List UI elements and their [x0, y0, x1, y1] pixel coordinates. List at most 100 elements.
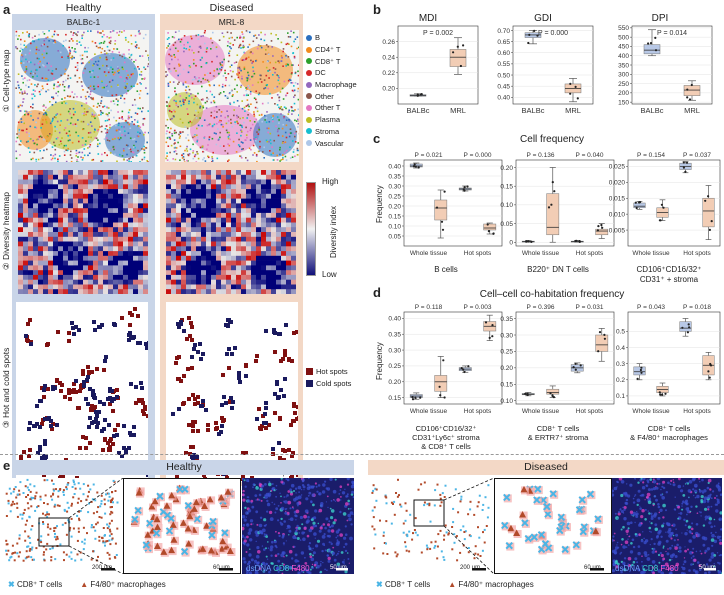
cold-spot	[144, 342, 148, 346]
cell-dot	[28, 61, 30, 63]
cell-dot	[296, 36, 299, 38]
cell-dot	[249, 31, 251, 34]
cell-dot	[19, 144, 22, 146]
heat-cell	[33, 246, 39, 252]
cell-dot	[53, 33, 55, 36]
cell-dot	[95, 63, 98, 66]
legend-swatch	[306, 46, 312, 53]
heat-cell	[133, 246, 139, 252]
heat-cell	[206, 170, 212, 176]
cell-mark	[70, 517, 73, 520]
cell-dot	[278, 96, 280, 99]
cell-dot	[18, 133, 20, 136]
cell-mark	[76, 514, 79, 517]
heat-cell	[33, 255, 39, 261]
heat-cell	[128, 246, 134, 252]
heat-cell	[266, 265, 272, 271]
cell-mark	[43, 559, 46, 562]
heat-cell	[221, 246, 227, 252]
cold-spot	[44, 455, 48, 459]
if-signal	[249, 538, 253, 542]
if-signal	[267, 492, 272, 497]
heat-cell	[33, 279, 39, 285]
data-point	[708, 376, 711, 379]
heat-cell	[196, 217, 202, 223]
cell-dot	[239, 35, 241, 38]
heat-cell	[53, 174, 59, 180]
y-tick-label: 0.05	[500, 221, 513, 228]
hot-spot	[108, 402, 112, 406]
heat-cell	[251, 279, 257, 285]
cell-dot	[112, 57, 115, 59]
heat-cell	[48, 246, 54, 252]
p-value: P = 0.118	[415, 304, 443, 311]
y-tick-label: 0.20	[388, 379, 401, 386]
cell-dot	[177, 105, 179, 108]
cell-dot	[103, 40, 106, 43]
cell-dot	[174, 158, 177, 161]
heat-cell	[196, 274, 202, 280]
cold-spot	[94, 417, 98, 421]
cell-dot	[26, 79, 29, 82]
cell-dot	[138, 125, 140, 127]
cell-dot	[81, 104, 83, 107]
cell-dot	[262, 151, 264, 153]
cell-mark	[115, 554, 118, 556]
cell-mark	[80, 558, 83, 561]
cell-dot	[222, 126, 224, 128]
heat-cell	[221, 217, 227, 223]
cell-dot	[226, 116, 229, 119]
y-tick-label: 400	[618, 53, 629, 60]
heat-cell	[68, 232, 74, 238]
heat-cell	[181, 193, 187, 199]
cell-dot	[242, 142, 244, 144]
heat-cell	[171, 265, 177, 271]
cell-dot	[111, 94, 114, 97]
heat-cell	[138, 251, 144, 257]
heat-cell	[236, 222, 242, 228]
cold-spot	[117, 451, 121, 455]
cell-dot	[17, 84, 20, 87]
heat-cell	[271, 174, 277, 180]
cell-dot	[253, 111, 255, 113]
cell-dot	[243, 52, 246, 54]
cell-dot	[43, 104, 45, 107]
cell-dot	[53, 42, 55, 44]
heat-cell	[68, 193, 74, 199]
heat-cell	[53, 232, 59, 238]
heat-cell	[98, 236, 104, 242]
cell-dot	[255, 138, 258, 140]
cell-dot	[143, 151, 146, 154]
hot-spot	[193, 420, 197, 424]
cell-dot	[68, 123, 70, 126]
cell-dot	[89, 71, 91, 73]
heat-cell	[103, 255, 109, 261]
cell-dot	[250, 103, 252, 105]
cell-dot	[28, 34, 30, 36]
cell-dot	[81, 151, 84, 154]
cell-mark	[29, 541, 32, 544]
heat-cell	[166, 255, 172, 261]
heat-cell	[241, 189, 247, 195]
hot-spot	[28, 448, 32, 452]
cell-dot	[52, 96, 54, 99]
cell-dot	[29, 151, 31, 153]
cell-dot	[123, 86, 126, 89]
cell-dot	[177, 50, 179, 52]
cell-dot	[292, 140, 294, 142]
if-signal	[344, 549, 348, 553]
heat-cell	[266, 189, 272, 195]
heat-cell	[113, 265, 119, 271]
data-point	[686, 331, 690, 334]
heat-cell	[63, 274, 69, 280]
cell-mark	[108, 534, 111, 537]
cell-dot	[186, 108, 188, 110]
cell-dot	[295, 130, 298, 133]
heat-cell	[63, 208, 69, 214]
cell-dot	[33, 95, 36, 97]
heat-cell	[266, 198, 272, 204]
cell-dot	[71, 141, 74, 144]
cell-dot	[42, 64, 44, 66]
heat-cell	[286, 241, 292, 247]
